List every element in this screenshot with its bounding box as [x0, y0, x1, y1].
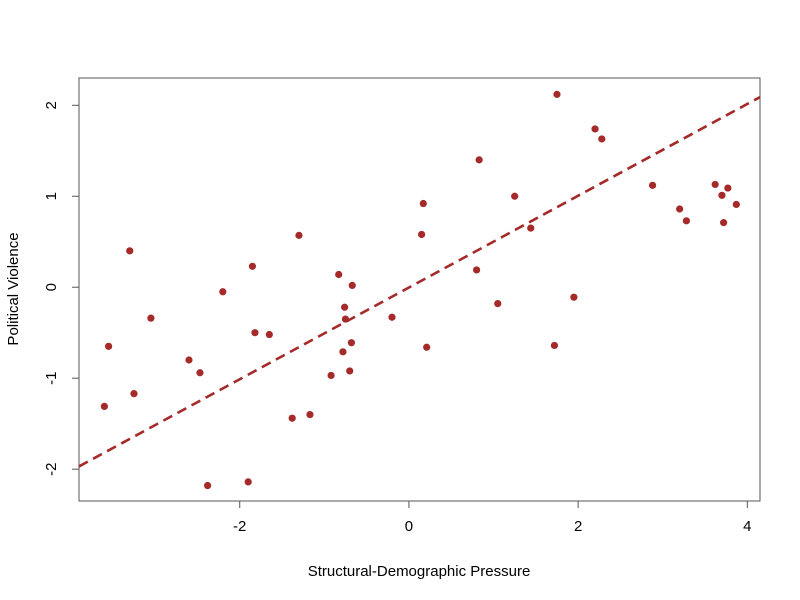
- x-tick-label: 2: [574, 518, 582, 535]
- data-point: [527, 224, 535, 232]
- y-tick-label: -1: [43, 372, 60, 385]
- data-point: [553, 90, 561, 98]
- data-point: [244, 478, 252, 486]
- data-point: [475, 156, 483, 164]
- data-point: [720, 219, 728, 227]
- data-point: [203, 481, 212, 490]
- data-point: [341, 303, 349, 311]
- data-point: [648, 181, 657, 189]
- data-point: [682, 217, 691, 225]
- y-tick-label: -2: [43, 462, 60, 475]
- x-axis: -2 0 2 4: [233, 501, 751, 535]
- data-point: [341, 315, 350, 323]
- y-tick-label: 2: [43, 101, 60, 109]
- data-point: [147, 314, 155, 322]
- regression-line: [78, 95, 761, 468]
- y-tick-label: 0: [43, 283, 60, 291]
- data-point: [288, 414, 296, 422]
- data-point: [388, 313, 396, 321]
- data-point: [676, 205, 684, 213]
- data-point: [265, 330, 273, 339]
- data-point: [295, 231, 303, 239]
- plot-frame: [78, 77, 761, 502]
- data-point: [335, 270, 343, 279]
- data-point: [418, 230, 426, 239]
- points-layer: [100, 90, 740, 490]
- regression-line-layer: [78, 95, 761, 468]
- data-point: [598, 135, 606, 143]
- data-point: [346, 367, 354, 375]
- data-point: [570, 293, 578, 301]
- data-point: [348, 281, 356, 290]
- data-point: [419, 199, 427, 208]
- data-point: [473, 266, 481, 274]
- x-tick-label: 0: [405, 518, 413, 535]
- data-point: [718, 191, 726, 199]
- data-point: [219, 288, 227, 296]
- data-point: [339, 348, 347, 356]
- data-point: [732, 200, 740, 209]
- data-point: [196, 369, 204, 377]
- data-point: [248, 262, 257, 270]
- y-axis-title: Political Violence: [5, 232, 22, 345]
- data-point: [126, 247, 134, 255]
- data-point: [347, 339, 355, 347]
- data-point: [327, 371, 335, 380]
- y-tick-label: 1: [43, 192, 60, 200]
- data-point: [423, 343, 431, 351]
- data-point: [130, 390, 138, 398]
- data-point: [494, 300, 502, 308]
- x-axis-title: Structural-Demographic Pressure: [308, 563, 531, 580]
- x-tick-label: -2: [233, 518, 246, 535]
- data-point: [306, 410, 314, 419]
- data-point: [185, 356, 193, 364]
- data-point: [511, 192, 519, 200]
- data-point: [711, 180, 719, 189]
- data-point: [550, 341, 559, 350]
- data-point: [251, 329, 259, 337]
- data-point: [100, 402, 108, 410]
- y-axis: -2 -1 0 1 2: [43, 101, 79, 476]
- x-tick-label: 4: [743, 518, 751, 535]
- data-point: [591, 125, 599, 133]
- data-point: [105, 342, 113, 350]
- data-point: [724, 184, 732, 192]
